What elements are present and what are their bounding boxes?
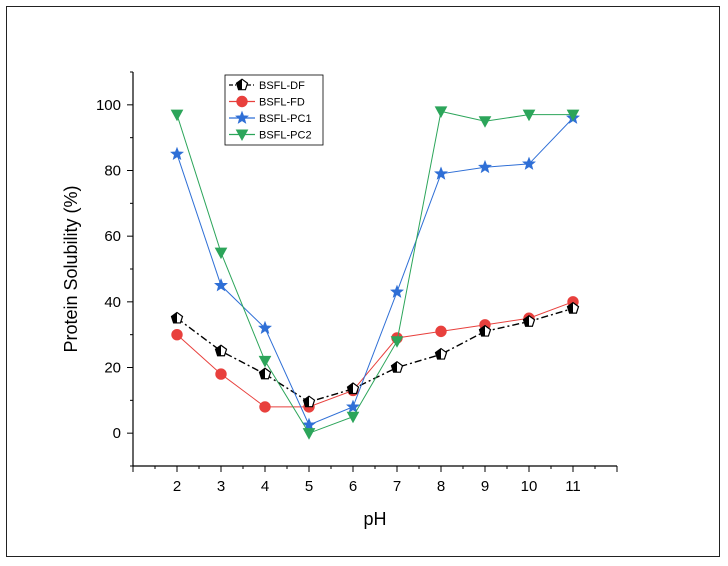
series-line [176,301,574,408]
data-point [434,166,448,180]
data-point [390,336,404,348]
pentagon-marker-outline [214,344,228,357]
series-line [176,307,574,403]
data-point [171,328,183,341]
data-point [259,401,271,413]
series-line [176,110,573,434]
data-point [215,368,227,380]
y-axis-title: Protein Solubility (%) [61,185,81,352]
axes: 2 3 4 5 6 7 8 9 10 11 0 20 40 60 80 100 [96,71,618,495]
legend-marker [235,78,249,91]
pentagon-marker-outline [566,301,580,314]
legend-marker [235,110,249,124]
x-tick-label: 3 [217,478,225,495]
legend-marker [235,129,249,142]
x-tick-label: 8 [437,478,445,495]
pentagon-marker-outline [434,347,448,360]
pentagon-marker-outline [258,367,272,380]
y-tick-label: 20 [104,360,121,377]
data-point [346,411,360,424]
data-point [170,109,184,122]
x-axis-title: pH [363,509,386,529]
pentagon-marker-outline [390,360,404,373]
x-tick-label: 4 [261,478,269,495]
pentagon-marker-outline [302,395,316,408]
legend-item-bsfl-pc2: BSFL-PC2 [229,129,312,142]
legend-item-bsfl-pc1: BSFL-PC1 [229,110,312,125]
data-point [258,320,272,335]
x-tick-label: 7 [393,478,401,495]
pentagon-marker-outline [522,314,536,327]
data-point [522,109,536,122]
legend-item-bsfl-fd: BSFL-FD [229,95,305,109]
data-point [478,324,492,337]
figure-frame: 2 3 4 5 6 7 8 9 10 11 0 20 40 60 80 100 BSFL-DF BSFL-FD B… [6,6,720,557]
data-point [258,367,272,380]
data-point [566,301,580,314]
x-tick-label: 2 [173,478,181,495]
y-tick-label: 60 [104,228,121,245]
series-layer [170,106,580,440]
data-point [214,247,228,260]
data-point [390,284,404,298]
legend-label: BSFL-PC2 [259,130,312,142]
data-point [214,278,228,292]
data-point [214,344,228,357]
data-point [478,116,492,128]
data-point [302,417,316,431]
x-tick-label: 10 [521,478,538,495]
data-point [170,146,184,161]
legend-label: BSFL-DF [259,80,305,92]
data-point [390,360,404,373]
data-point [522,314,536,327]
data-point [346,382,360,395]
pentagon-marker-outline [170,311,184,324]
x-tick-label: 9 [481,478,489,495]
legend-label: BSFL-FD [259,97,305,109]
data-point [170,311,184,324]
data-point [434,106,448,118]
pentagon-marker-outline [478,324,492,337]
x-tick-label: 6 [349,478,357,495]
data-point [302,395,316,408]
x-tick-label: 5 [305,478,313,495]
data-point [258,355,272,368]
data-point [435,325,447,338]
x-tick-label: 11 [565,478,581,495]
y-tick-label: 40 [104,294,121,311]
data-point [566,109,580,122]
series-bsfl-pc2 [170,106,580,440]
data-point [346,399,360,413]
y-tick-label: 0 [113,425,121,442]
legend-marker [236,95,248,108]
data-point [434,347,448,360]
data-point [522,156,536,170]
data-point [478,159,492,174]
data-point [302,428,316,440]
y-tick-label: 100 [96,97,121,114]
pentagon-marker-outline [346,382,360,395]
legend-item-bsfl-df: BSFL-DF [229,78,305,92]
series-bsfl-fd [171,296,579,413]
y-tick-label: 80 [104,163,121,180]
pentagon-marker-outline [235,78,249,91]
legend: BSFL-DF BSFL-FD BSFL-PC1 BSFL-PC2 [224,74,324,146]
series-bsfl-df [170,301,580,408]
legend-label: BSFL-PC1 [259,113,312,125]
